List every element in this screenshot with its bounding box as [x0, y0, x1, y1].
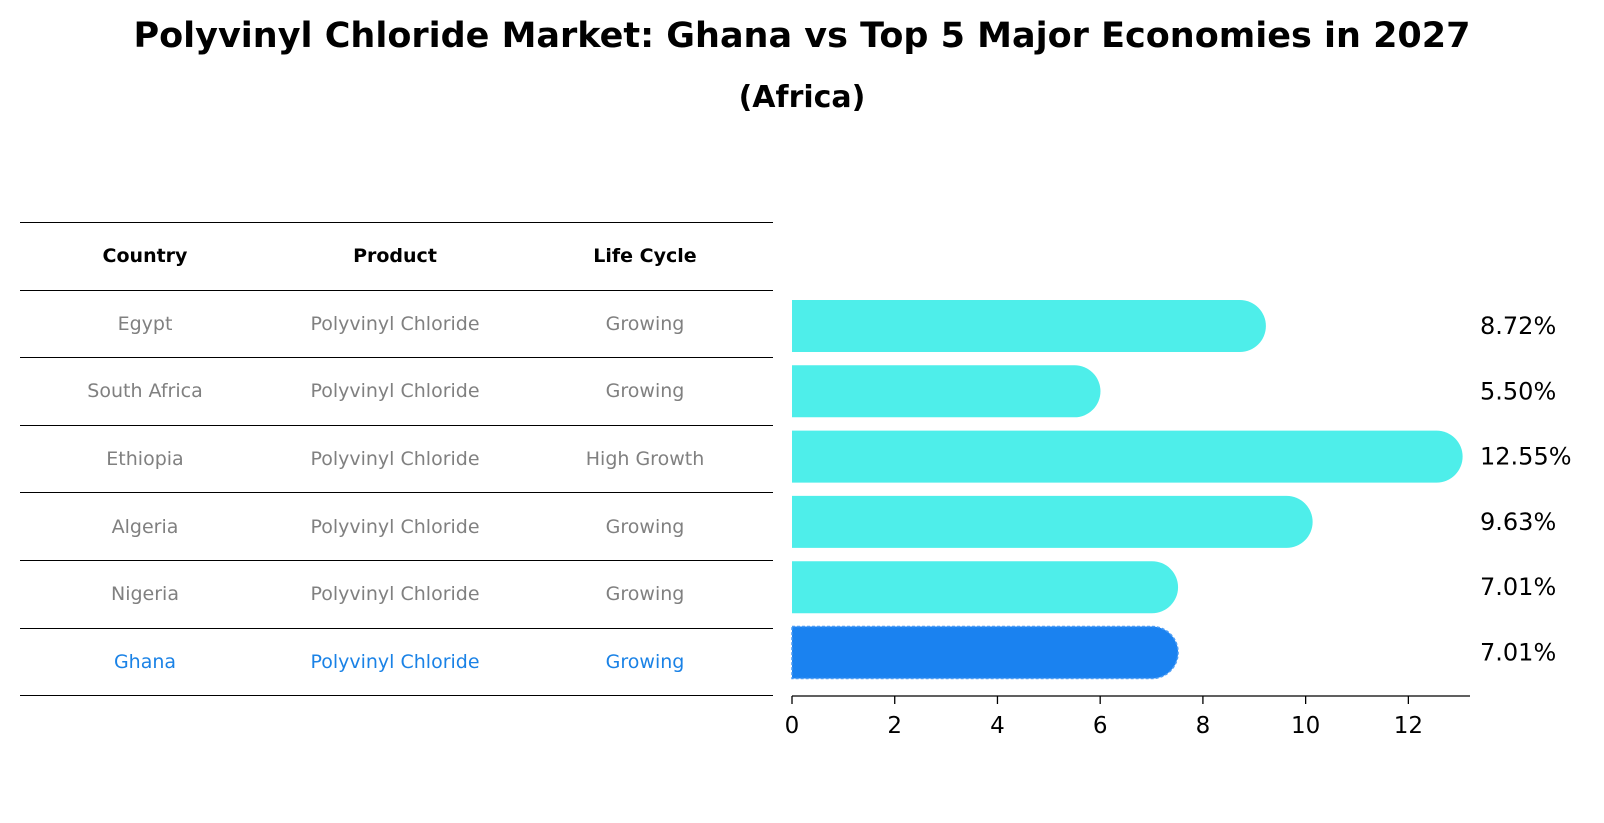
value-label: 7.01%	[1480, 639, 1556, 667]
x-tick-label: 2	[887, 713, 902, 739]
x-tick-label: 4	[990, 713, 1005, 739]
table-row: Ethiopia Polyvinyl Chloride High Growth	[20, 426, 773, 494]
cell-country: South Africa	[87, 380, 203, 403]
chart-subtitle: (Africa)	[738, 80, 866, 115]
chart-title: Polyvinyl Chloride Market: Ghana vs Top …	[133, 16, 1471, 56]
table-row: Algeria Polyvinyl Chloride Growing	[20, 493, 773, 561]
value-label: 8.72%	[1480, 312, 1556, 340]
bar-nigeria	[792, 561, 1179, 614]
cell-country: Ghana	[113, 650, 177, 673]
cell-product: Polyvinyl Chloride	[310, 650, 480, 673]
cell-life-cycle: Growing	[605, 650, 685, 673]
table-row-highlighted: Ghana Polyvinyl Chloride Growing	[20, 629, 773, 697]
bar-egypt	[792, 300, 1266, 352]
cell-life-cycle: Growing	[605, 380, 685, 403]
x-tick-label: 0	[785, 713, 800, 739]
country-table: Country Product Life Cycle Egypt Polyvin…	[20, 222, 773, 697]
x-tick-label: 10	[1291, 713, 1320, 739]
table-header-row: Country Product Life Cycle	[20, 222, 773, 291]
bar-ghana	[791, 625, 1179, 680]
cell-country: Ethiopia	[106, 448, 184, 471]
cell-country: Algeria	[111, 515, 179, 538]
cell-product: Polyvinyl Chloride	[310, 380, 480, 403]
header-life-cycle: Life Cycle	[593, 245, 697, 268]
x-tick-label: 12	[1394, 713, 1423, 739]
value-label: 12.55%	[1480, 443, 1572, 471]
cell-life-cycle: Growing	[605, 583, 685, 606]
cell-product: Polyvinyl Chloride	[310, 448, 480, 471]
bar-algeria	[792, 495, 1313, 548]
header-country: Country	[102, 245, 188, 268]
bar-south-africa	[792, 365, 1101, 418]
table-row: South Africa Polyvinyl Chloride Growing	[20, 358, 773, 426]
cell-product: Polyvinyl Chloride	[310, 312, 480, 335]
value-label: 5.50%	[1480, 377, 1556, 405]
x-tick-label: 6	[1093, 713, 1108, 739]
x-tick-label: 8	[1196, 713, 1211, 739]
cell-life-cycle: Growing	[605, 515, 685, 538]
cell-product: Polyvinyl Chloride	[310, 583, 480, 606]
value-label: 7.01%	[1480, 573, 1556, 601]
value-label: 9.63%	[1480, 508, 1556, 536]
header-product: Product	[353, 245, 437, 268]
table-row: Egypt Polyvinyl Chloride Growing	[20, 291, 773, 359]
cell-country: Egypt	[117, 312, 173, 335]
cell-life-cycle: Growing	[605, 312, 685, 335]
cell-life-cycle: High Growth	[585, 448, 705, 471]
table-row: Nigeria Polyvinyl Chloride Growing	[20, 561, 773, 629]
bar-ethiopia	[792, 430, 1463, 483]
cell-country: Nigeria	[111, 583, 179, 606]
cell-product: Polyvinyl Chloride	[310, 515, 480, 538]
